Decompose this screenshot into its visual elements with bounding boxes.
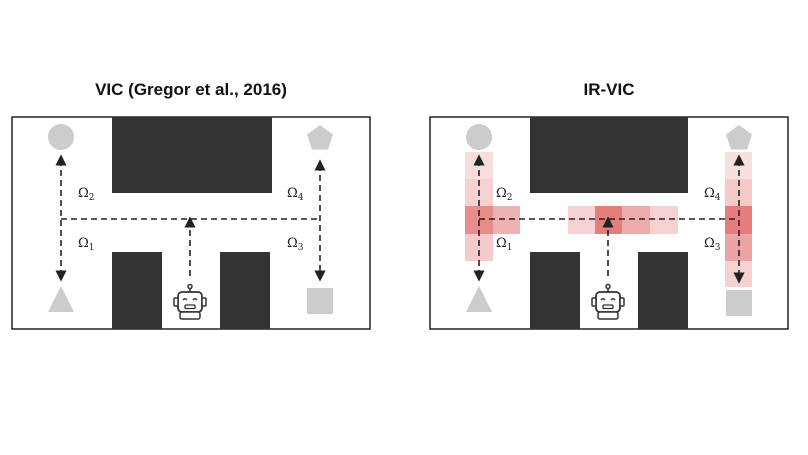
vic-option-labels: Ω2 Ω1 Ω4 Ω3: [78, 186, 304, 253]
ir-vic-wall-top: [530, 117, 688, 193]
circle-goal-icon: [466, 124, 492, 150]
ir-vic-option-labels: Ω2 Ω1 Ω4 Ω3: [496, 186, 721, 253]
pentagon-goal-icon: [307, 125, 333, 150]
vic-option-2-label: Ω2: [78, 186, 95, 203]
circle-goal-icon: [48, 124, 74, 150]
ir-vic-option-2-label: Ω2: [496, 186, 513, 203]
heat-cell: [622, 206, 650, 234]
vic-wall-bottom-left: [112, 252, 162, 329]
square-goal-icon: [307, 288, 333, 314]
triangle-goal-icon: [466, 286, 492, 312]
vic-wall-bottom-right: [220, 252, 270, 329]
vic-option-3-label: Ω3: [287, 236, 304, 253]
square-goal-icon: [726, 290, 752, 316]
vic-option-1-label: Ω1: [78, 236, 95, 253]
heat-cell: [568, 206, 595, 234]
heat-cell: [493, 206, 520, 234]
vic-wall-top: [112, 117, 272, 193]
heat-cell: [595, 206, 622, 234]
triangle-goal-icon: [48, 286, 74, 312]
heat-cell: [650, 206, 678, 234]
heat-cell: [725, 234, 752, 261]
ir-vic-option-1-label: Ω1: [496, 236, 513, 253]
ir-vic-option-3-label: Ω3: [704, 236, 721, 253]
panel-title-ir-vic: IR-VIC: [583, 80, 635, 99]
ir-vic-trajectories: [473, 154, 745, 284]
ir-vic-option-4-label: Ω4: [704, 186, 721, 203]
ir-vic-wall-bottom-left: [530, 252, 580, 329]
vic-panel: Ω2 Ω1 Ω4 Ω3: [11, 116, 371, 330]
vic-option-4-label: Ω4: [287, 186, 304, 203]
heat-cell: [465, 234, 493, 261]
pentagon-goal-icon: [726, 125, 752, 150]
panel-title-vic: VIC (Gregor et al., 2016): [95, 80, 287, 99]
ir-vic-panel: Ω2 Ω1 Ω4 Ω3: [429, 116, 789, 330]
vic-trajectories: [55, 154, 326, 282]
ir-vic-wall-bottom-right: [638, 252, 688, 329]
